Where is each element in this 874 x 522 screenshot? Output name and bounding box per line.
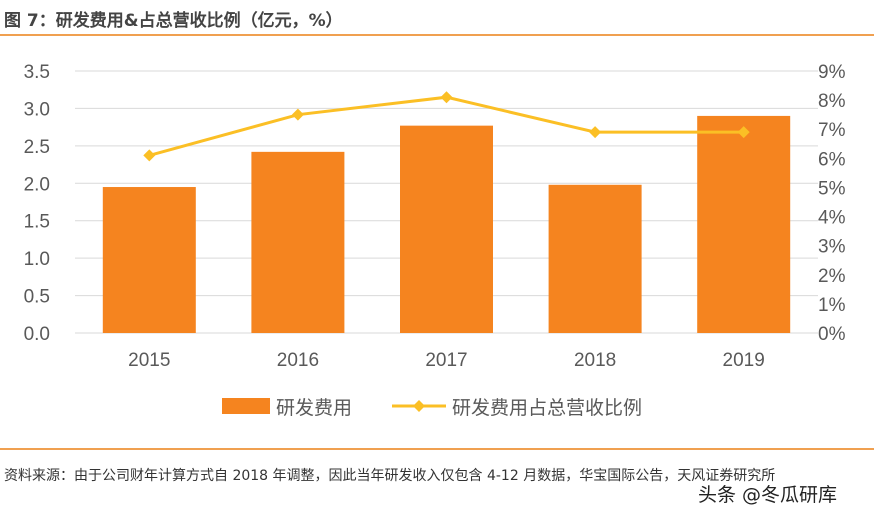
right-tick-label: 5%: [818, 178, 846, 199]
source-note: 资料来源：由于公司财年计算方式自 2018 年调整，因此当年研发收入仅包含 4-…: [4, 468, 776, 484]
right-tick-label: 3%: [818, 237, 846, 258]
x-tick-label: 2016: [277, 350, 319, 371]
legend-bar-label: 研发费用: [276, 397, 352, 419]
line-point-2018: [589, 126, 602, 139]
legend-line-marker: [413, 400, 425, 412]
line-point-2019: [737, 126, 750, 139]
legend-bar-swatch: [222, 398, 270, 414]
bottom-divider: [0, 448, 874, 450]
left-tick-label: 3.5: [24, 62, 50, 83]
x-tick-label: 2019: [723, 350, 765, 371]
bar-2015: [102, 187, 196, 333]
right-tick-label: 4%: [818, 208, 846, 229]
right-tick-label: 1%: [818, 295, 846, 316]
line-point-2016: [291, 108, 304, 121]
legend-line-label: 研发费用占总营收比例: [452, 397, 642, 419]
left-tick-label: 1.5: [24, 212, 50, 233]
right-tick-label: 6%: [818, 149, 846, 170]
chart: 0.0 0.5 1.0 1.5 2.0 2.5 3.0 3.5 0% 1% 2% 3% 4% 5% 6% 7%…: [24, 62, 846, 419]
figure-title: 图 7：研发费用&占总营收比例（亿元，%）: [4, 11, 343, 31]
left-tick-label: 0.5: [24, 287, 50, 308]
right-tick-label: 9%: [818, 62, 846, 83]
right-tick-label: 8%: [818, 91, 846, 112]
x-tick-label: 2015: [128, 350, 170, 371]
x-tick-label: 2018: [574, 350, 616, 371]
line-point-2015: [143, 149, 156, 162]
bar-2016: [251, 151, 345, 333]
line-point-2017: [440, 91, 453, 104]
right-tick-label: 0%: [818, 324, 846, 345]
bar-2017: [400, 125, 493, 333]
watermark: 头条 @冬瓜研库: [698, 484, 838, 506]
bar-2019: [697, 115, 791, 334]
left-tick-label: 0.0: [24, 324, 50, 345]
right-tick-label: 2%: [818, 266, 846, 287]
bar-2018: [548, 184, 642, 333]
x-tick-label: 2017: [425, 350, 467, 371]
left-tick-label: 2.0: [24, 174, 50, 195]
right-tick-label: 7%: [818, 120, 846, 141]
top-divider: [0, 34, 874, 36]
left-tick-label: 1.0: [24, 249, 50, 270]
left-tick-label: 3.0: [24, 99, 50, 120]
left-tick-label: 2.5: [24, 137, 50, 158]
